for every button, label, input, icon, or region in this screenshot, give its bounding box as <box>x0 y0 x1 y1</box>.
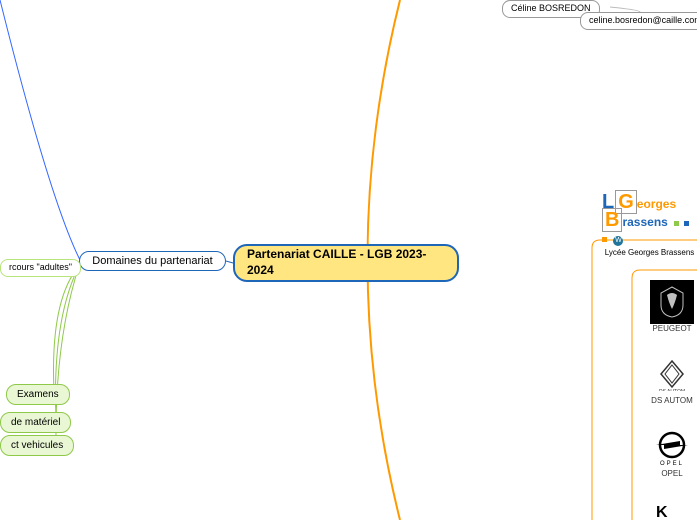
brand-ds-label: DS AUTOM <box>651 396 693 405</box>
branch-domaines-text: Domaines du partenariat <box>92 254 212 268</box>
svg-text:DS AUTOM: DS AUTOM <box>659 389 685 391</box>
leaf-vehicules[interactable]: ct vehicules <box>0 435 74 456</box>
brand-peugeot-label: PEUGEOT <box>652 324 691 333</box>
logo-word-eorges: eorges <box>637 197 676 211</box>
leaf-vehicules-text: ct vehicules <box>11 439 63 452</box>
brand-ds[interactable]: DS AUTOM DS AUTOM <box>650 352 694 405</box>
logo-square-1 <box>674 221 679 226</box>
peugeot-icon <box>657 285 687 319</box>
logo-square-2 <box>684 221 689 226</box>
logo-word-rassens: rassens <box>622 215 667 229</box>
leaf-parcours-text: rcours "adultes" <box>9 262 72 274</box>
wp-icon: W <box>613 236 623 246</box>
svg-text:OPEL: OPEL <box>660 461 684 467</box>
branch-domaines[interactable]: Domaines du partenariat <box>79 251 226 271</box>
leaf-examens-text: Examens <box>17 388 59 401</box>
leaf-examens[interactable]: Examens <box>6 384 70 405</box>
logo-lgb: LGeorges Brassens W Lycée Georges Brasse… <box>602 192 697 257</box>
contact-email-text: celine.bosredon@caille.com <box>589 15 697 27</box>
contact-name-text: Céline BOSREDON <box>511 3 591 15</box>
leaf-materiel-text: de matériel <box>11 416 60 429</box>
contact-email[interactable]: celine.bosredon@caille.com <box>580 12 697 30</box>
central-topic-text: Partenariat CAILLE - LGB 2023-2024 <box>247 247 445 278</box>
brand-opel-label: OPEL <box>661 469 682 478</box>
svg-text:K: K <box>656 504 668 519</box>
brand-partial[interactable]: K <box>650 500 694 520</box>
logo-square-3 <box>602 237 607 242</box>
partial-brand-icon: K <box>652 501 692 519</box>
logo-caption: Lycée Georges Brassens <box>602 248 697 257</box>
leaf-parcours-adultes[interactable]: rcours "adultes" <box>0 259 81 277</box>
opel-icon: OPEL <box>652 427 692 467</box>
brand-opel[interactable]: OPEL OPEL <box>650 425 694 478</box>
logo-letter-b: B <box>602 208 622 232</box>
brand-peugeot[interactable]: PEUGEOT <box>650 280 694 333</box>
ds-icon: DS AUTOM <box>655 357 689 391</box>
central-topic[interactable]: Partenariat CAILLE - LGB 2023-2024 <box>233 244 459 282</box>
leaf-materiel[interactable]: de matériel <box>0 412 71 433</box>
